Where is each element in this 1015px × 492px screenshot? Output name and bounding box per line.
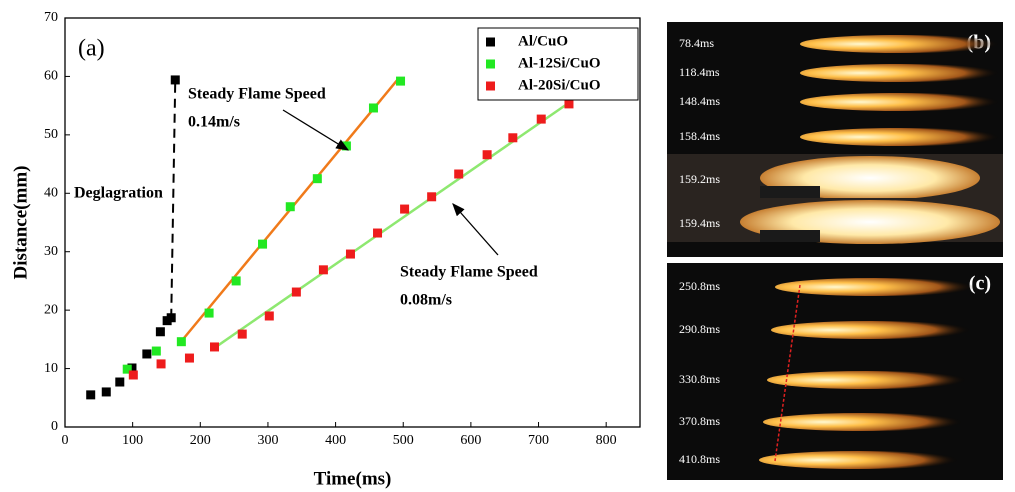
annotation: Steady Flame Speed <box>400 264 538 281</box>
flame <box>800 128 1000 146</box>
data-point <box>345 249 355 259</box>
x-tick-label: 700 <box>528 433 549 448</box>
y-tick-label: 70 <box>44 10 58 25</box>
annotation: Steady Flame Speed <box>188 86 326 103</box>
data-point <box>264 311 274 321</box>
chart-a: 0 100 200 300 400 500 600 700 800 0 10 20 30 40 50 60 70… <box>10 10 641 489</box>
x-tick-label: 200 <box>190 433 211 448</box>
time-label: 78.4ms <box>679 36 714 50</box>
legend-label: Al-20Si/CuO <box>518 77 601 93</box>
data-point <box>204 308 214 318</box>
annotation: 0.14m/s <box>188 114 240 131</box>
time-label: 410.8ms <box>679 452 720 466</box>
data-point <box>536 114 546 124</box>
data-point <box>122 364 132 374</box>
data-point <box>115 377 125 387</box>
data-point <box>86 390 96 400</box>
data-point <box>166 313 176 323</box>
flame <box>800 93 1000 111</box>
arrow <box>452 203 499 256</box>
flame <box>767 371 967 389</box>
y-tick-label: 20 <box>44 302 58 317</box>
time-label: 290.8ms <box>679 322 720 336</box>
data-point <box>396 76 406 86</box>
data-point <box>128 370 138 380</box>
tube <box>760 186 820 198</box>
data-point <box>427 192 437 202</box>
data-point <box>508 133 518 143</box>
time-label: 330.8ms <box>679 372 720 386</box>
data-point <box>151 346 161 356</box>
data-point <box>176 337 186 347</box>
flame <box>763 413 963 431</box>
data-point <box>285 202 295 212</box>
fit-line <box>211 101 570 351</box>
data-point <box>170 75 180 85</box>
data-point <box>184 353 194 363</box>
time-label: 159.4ms <box>679 216 720 230</box>
data-point <box>210 342 219 352</box>
time-label: 158.4ms <box>679 129 720 143</box>
deflagration-jump <box>170 79 177 318</box>
x-tick-label: 600 <box>460 433 481 448</box>
x-tick-label: 500 <box>393 433 414 448</box>
y-tick-label: 50 <box>44 127 58 142</box>
data-point <box>373 228 383 238</box>
data-point <box>312 174 322 184</box>
legend-label: Al/CuO <box>518 33 568 49</box>
x-tick-label: 400 <box>325 433 346 448</box>
data-point <box>368 103 378 113</box>
data-point <box>237 329 247 339</box>
arrow <box>282 109 350 151</box>
plot-frame <box>64 17 641 428</box>
data-point <box>156 359 166 369</box>
panel-label: (c) <box>969 273 991 295</box>
data-point <box>564 99 574 109</box>
legend-swatch <box>486 81 495 91</box>
data-point <box>454 169 464 179</box>
y-tick-label: 30 <box>44 244 58 259</box>
legend-label: Al-12Si/CuO <box>518 55 601 71</box>
x-tick-label: 800 <box>596 433 617 448</box>
flame <box>775 278 975 296</box>
data-point <box>291 287 301 297</box>
annotation: Deglagration <box>74 185 163 202</box>
time-label: 370.8ms <box>679 414 720 428</box>
legend-swatch <box>486 37 495 47</box>
photo-panels: (b)78.4ms118.4ms148.4ms158.4ms159.2ms159… <box>667 22 1003 480</box>
legend-swatch <box>486 59 495 69</box>
data-point <box>482 150 492 160</box>
time-label: 250.8ms <box>679 279 720 293</box>
y-tick-label: 60 <box>44 69 58 84</box>
time-label: 148.4ms <box>679 94 720 108</box>
y-axis-label: Distance(mm) <box>10 166 31 280</box>
data-point <box>318 265 328 275</box>
y-tick-label: 0 <box>51 419 58 434</box>
time-label: 159.2ms <box>679 172 720 186</box>
data-point <box>231 276 241 286</box>
y-tick-label: 10 <box>44 361 58 376</box>
x-axis-label: Time(ms) <box>314 468 392 489</box>
y-tick-label: 40 <box>44 186 58 201</box>
x-tick-label: 300 <box>257 433 278 448</box>
flame <box>800 35 1000 53</box>
data-point <box>258 239 268 249</box>
annotation: 0.08m/s <box>400 292 452 309</box>
data-point <box>400 204 410 214</box>
x-tick-label: 100 <box>122 433 143 448</box>
data-point <box>155 327 165 337</box>
panel-label: (a) <box>78 36 105 62</box>
flame <box>800 64 1000 82</box>
legend-box <box>477 27 639 101</box>
data-point <box>142 349 152 359</box>
tube <box>760 230 820 242</box>
data-point <box>101 387 111 397</box>
data-point <box>127 363 137 373</box>
flame <box>759 451 959 469</box>
time-label: 118.4ms <box>679 65 720 79</box>
x-tick-label: 0 <box>62 433 69 448</box>
flame <box>771 321 971 339</box>
